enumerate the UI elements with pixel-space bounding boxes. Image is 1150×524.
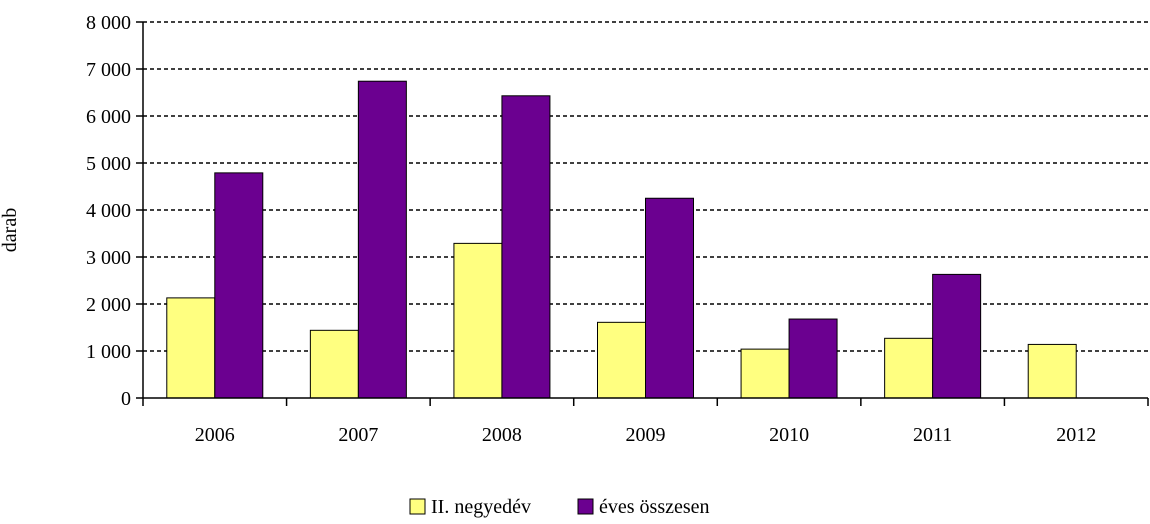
legend-swatch: [409, 498, 426, 515]
y-tick-label: 2 000: [86, 294, 131, 316]
bar-ii-negyedev-2009: [597, 321, 646, 399]
x-tick-labels: 2006 2007 2008 2009 2010 2011 2012: [195, 424, 1096, 446]
x-tick-label: 2012: [1056, 424, 1096, 446]
bar-eves-osszesen-2006: [214, 172, 264, 399]
bar-ii-negyedev-2012: [1027, 343, 1077, 399]
y-tick-label: 5 000: [86, 153, 131, 175]
bars: [166, 80, 1077, 399]
y-tick-label: 6 000: [86, 106, 131, 128]
x-tick-label: 2009: [626, 424, 666, 446]
bar-eves-osszesen-2007: [357, 80, 407, 399]
legend-swatch: [577, 498, 594, 515]
x-tick-label: 2007: [338, 424, 378, 446]
legend-label: éves összesen: [599, 496, 710, 518]
y-tick-label: 8 000: [86, 12, 131, 34]
bar-ii-negyedev-2010: [740, 348, 790, 399]
x-tick-label: 2011: [913, 424, 952, 446]
bar-ii-negyedev-2008: [453, 242, 503, 399]
y-tick-label: 3 000: [86, 247, 131, 269]
bar-eves-osszesen-2008: [501, 95, 551, 399]
y-tick-labels: 0 1 000 2 000 3 000 4 000 5 000 6 000 7 000 8 00…: [86, 12, 131, 410]
bar-ii-negyedev-2011: [884, 337, 934, 399]
bar-eves-osszesen-2011: [932, 273, 982, 399]
y-tick-label: 4 000: [86, 200, 131, 222]
y-tick-label: 0: [121, 388, 131, 410]
bar-eves-osszesen-2010: [788, 318, 838, 399]
bar-ii-negyedev-2007: [309, 329, 359, 399]
x-tick-label: 2006: [195, 424, 235, 446]
axes: [136, 21, 1149, 406]
legend-label: II. negyedév: [431, 496, 531, 518]
bar-eves-osszesen-2009: [645, 197, 694, 399]
legend: II. negyedév éves összesen: [409, 496, 710, 518]
x-tick-label: 2010: [769, 424, 809, 446]
bar-ii-negyedev-2006: [166, 297, 216, 399]
x-tick-label: 2008: [482, 424, 522, 446]
y-tick-label: 1 000: [86, 341, 131, 363]
y-axis-title: darab: [0, 208, 21, 252]
y-tick-label: 7 000: [86, 59, 131, 81]
